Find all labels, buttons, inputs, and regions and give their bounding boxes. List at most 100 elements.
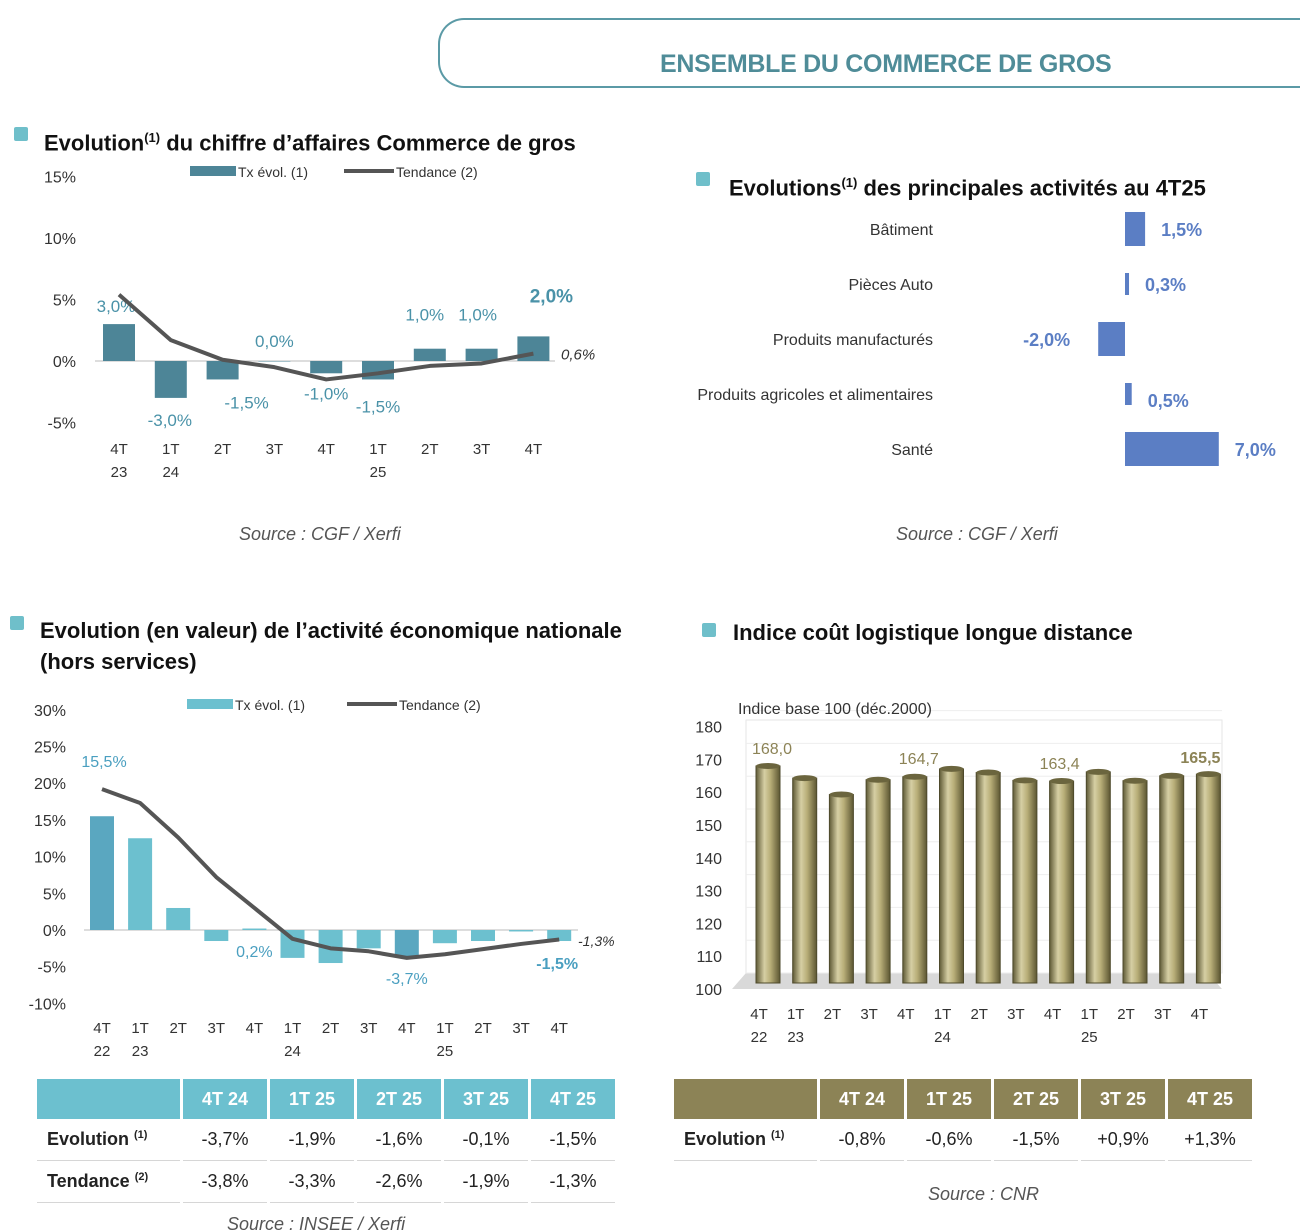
- x-tick-label: 25: [437, 1043, 454, 1060]
- table-cell: -3,3%: [270, 1161, 354, 1203]
- x-tick-label: 23: [111, 464, 128, 481]
- header-banner: ENSEMBLE DU COMMERCE DE GROS: [438, 18, 1300, 88]
- table-cell: -0,1%: [444, 1119, 528, 1161]
- x-tick-label: 1T: [162, 441, 180, 458]
- source-activites: Source : CGF / Xerfi: [896, 524, 1058, 544]
- table-header-cell: 1T 25: [270, 1079, 354, 1119]
- category-label: Produits agricoles et alimentaires: [697, 387, 933, 404]
- data-label: 3,0%: [97, 297, 136, 316]
- bar-top: [902, 773, 927, 780]
- bar-top: [1196, 771, 1221, 778]
- bar: [103, 324, 135, 361]
- x-tick-label: 1T: [787, 1006, 805, 1023]
- data-label: 2,0%: [530, 286, 573, 307]
- x-tick-label: 3T: [860, 1006, 878, 1023]
- bar: [206, 361, 239, 380]
- x-tick-label: 4T: [550, 1020, 568, 1037]
- y-tick-label: 120: [695, 916, 722, 933]
- banner-title: ENSEMBLE DU COMMERCE DE GROS: [660, 50, 1112, 78]
- x-tick-label: 24: [934, 1029, 951, 1046]
- x-tick-label: 2T: [970, 1006, 988, 1023]
- x-tick-label: 24: [162, 464, 179, 481]
- table-header-row: 4T 24 1T 25 2T 25 3T 25 4T 25: [674, 1079, 1252, 1119]
- bar: [975, 772, 1001, 984]
- x-tick-label: 1T: [934, 1006, 952, 1023]
- data-label: -2,0%: [1023, 330, 1070, 350]
- bar: [413, 348, 446, 361]
- y-tick-label: 20%: [34, 776, 66, 793]
- table-cell: -0,6%: [907, 1119, 991, 1161]
- bar: [394, 930, 419, 958]
- bar: [1122, 780, 1148, 984]
- data-label: 1,5%: [1161, 220, 1202, 240]
- trend-line: [117, 293, 534, 382]
- x-tick-label: 4T: [1044, 1006, 1062, 1023]
- bar-top: [1159, 772, 1184, 779]
- bar-top: [866, 776, 891, 783]
- data-label: -1,5%: [224, 393, 268, 412]
- bar: [865, 779, 891, 984]
- x-tick-label: 23: [787, 1029, 804, 1046]
- chart-subtitle: Indice base 100 (déc.2000): [738, 701, 932, 718]
- data-label: 165,5: [1180, 750, 1220, 767]
- source-logistique: Source : CNR: [928, 1184, 1040, 1204]
- table-cell: -1,5%: [994, 1119, 1078, 1161]
- table-header-cell: 3T 25: [1081, 1079, 1165, 1119]
- y-tick-label: 170: [695, 752, 722, 769]
- bullet-icon: [690, 172, 712, 194]
- legend-swatch: [187, 699, 233, 709]
- bar-top: [976, 769, 1001, 776]
- y-tick-label: 180: [695, 720, 722, 737]
- table-cell: -1,6%: [357, 1119, 441, 1161]
- trend-end-label: 0,6%: [561, 347, 595, 364]
- x-tick-label: 3T: [1154, 1006, 1172, 1023]
- bar: [204, 930, 229, 942]
- x-tick-label: 22: [94, 1043, 111, 1060]
- x-tick-label: 3T: [360, 1020, 378, 1037]
- section-title-activites: Evolutions(1) des principales activités …: [729, 175, 1206, 201]
- y-tick-label: 10%: [44, 231, 76, 248]
- x-tick-label: 2T: [421, 441, 439, 458]
- bar: [310, 361, 343, 374]
- y-tick-label: 30%: [34, 703, 66, 720]
- bar: [128, 838, 153, 930]
- table-cell: -1,3%: [531, 1161, 615, 1203]
- bar: [1125, 212, 1146, 246]
- bar: [939, 768, 964, 984]
- x-tick-label: 25: [1081, 1029, 1098, 1046]
- y-tick-label: 5%: [53, 293, 76, 310]
- table-header-cell: 4T 25: [1168, 1079, 1252, 1119]
- x-tick-label: 4T: [750, 1006, 768, 1023]
- x-tick-label: 3T: [208, 1020, 226, 1037]
- bar-top: [792, 775, 817, 782]
- data-label: -3,7%: [386, 971, 428, 988]
- x-tick-label: 1T: [1081, 1006, 1099, 1023]
- x-tick-label: 2T: [1117, 1006, 1135, 1023]
- bar: [828, 793, 854, 984]
- bullet-icon: [8, 127, 30, 149]
- data-label: -1,0%: [304, 384, 348, 403]
- x-tick-label: 24: [284, 1043, 301, 1060]
- table-cell: +1,3%: [1168, 1119, 1252, 1161]
- y-tick-label: 15%: [34, 813, 66, 830]
- x-tick-label: 4T: [93, 1020, 111, 1037]
- y-tick-label: 140: [695, 851, 722, 868]
- table-cell: -3,8%: [183, 1161, 267, 1203]
- data-label: 168,0: [752, 741, 792, 758]
- row-label: Tendance (2): [37, 1161, 180, 1203]
- table-cell: -1,5%: [531, 1119, 615, 1161]
- bar: [465, 348, 498, 361]
- x-tick-label: 1T: [369, 441, 387, 458]
- bar: [1125, 432, 1219, 466]
- x-tick-label: 22: [751, 1029, 768, 1046]
- data-label: -3,0%: [148, 411, 192, 430]
- x-tick-label: 3T: [512, 1020, 530, 1037]
- x-tick-label: 3T: [266, 441, 284, 458]
- x-tick-label: 1T: [436, 1020, 454, 1037]
- data-label: 0,2%: [236, 944, 272, 961]
- table-cell: -3,7%: [183, 1119, 267, 1161]
- table-corner-cell: [674, 1079, 817, 1119]
- bar: [1085, 771, 1111, 984]
- table-cell: -1,9%: [270, 1119, 354, 1161]
